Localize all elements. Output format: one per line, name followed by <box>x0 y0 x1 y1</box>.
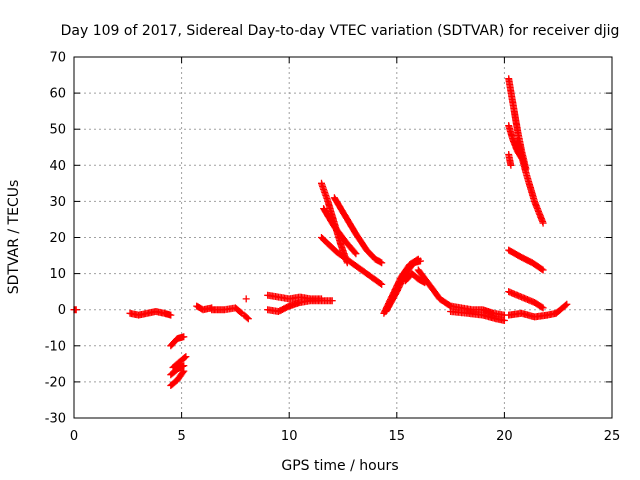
data-point-markers <box>167 367 188 389</box>
y-tick-label: 60 <box>49 87 66 102</box>
y-tick-label: 70 <box>49 51 66 66</box>
data-series-segment <box>330 194 386 267</box>
x-tick-label: 20 <box>496 429 513 444</box>
data-point-markers <box>264 297 336 315</box>
data-series-segment <box>167 367 188 389</box>
y-tick-label: -10 <box>45 339 66 354</box>
data-points <box>70 75 571 389</box>
data-series-segment <box>505 122 526 162</box>
data-point-markers <box>401 270 429 287</box>
x-axis-label: GPS time / hours <box>281 458 398 474</box>
data-series-segment <box>167 362 188 379</box>
axis-ticks: 0 5 10 15 20 25 -30 -20 -10 0 10 20 30 40 50 60 70 <box>45 51 621 445</box>
y-tick-label: -30 <box>45 412 66 427</box>
data-point-markers <box>505 151 515 169</box>
data-point-markers <box>193 302 216 314</box>
data-series-segment <box>320 205 360 258</box>
data-series-segment <box>167 333 188 350</box>
y-tick-label: 30 <box>49 195 66 210</box>
data-point-markers <box>505 246 547 274</box>
data-point-markers <box>169 353 190 371</box>
y-tick-label: -20 <box>45 375 66 390</box>
data-point-markers <box>167 362 188 379</box>
y-tick-label: 10 <box>49 267 66 282</box>
data-point-markers <box>242 295 250 303</box>
data-series-segment <box>208 304 246 317</box>
data-series-segment <box>505 246 547 274</box>
data-point-markers <box>505 122 526 162</box>
data-point-markers <box>126 308 175 319</box>
data-series-segment <box>447 302 508 319</box>
data-point-markers <box>167 333 188 350</box>
data-series-segment <box>505 151 515 169</box>
data-series-segment <box>505 288 547 312</box>
data-point-markers <box>318 234 386 288</box>
data-point-markers <box>447 308 508 324</box>
data-series-segment <box>318 234 386 288</box>
data-series-segment <box>447 308 508 324</box>
y-tick-label: 0 <box>58 303 66 318</box>
data-point-markers <box>552 300 571 317</box>
data-series-segment <box>169 353 190 371</box>
data-point-markers <box>414 266 455 310</box>
data-point-markers <box>240 311 252 323</box>
data-series-segment <box>126 308 175 319</box>
chart-title: Day 109 of 2017, Sidereal Day-to-day VTE… <box>61 23 620 39</box>
x-tick-label: 10 <box>281 429 298 444</box>
data-series-segment <box>240 311 252 323</box>
data-point-markers <box>330 194 386 267</box>
x-tick-label: 0 <box>70 429 78 444</box>
data-point-markers <box>320 205 360 258</box>
plot-frame <box>73 56 613 419</box>
y-tick-label: 50 <box>49 123 66 138</box>
data-point-markers <box>208 304 246 317</box>
y-axis-label: SDTVAR / TECUs <box>6 180 22 295</box>
data-point-markers <box>505 309 560 321</box>
x-tick-label: 25 <box>604 429 621 444</box>
data-series-segment <box>264 297 336 315</box>
x-tick-label: 5 <box>177 429 185 444</box>
data-series-segment <box>414 266 455 310</box>
data-series-segment <box>401 270 429 287</box>
data-series-segment <box>193 302 216 314</box>
data-series-segment <box>552 300 571 317</box>
data-point-markers <box>505 288 547 312</box>
data-series-segment <box>242 295 250 303</box>
y-tick-label: 40 <box>49 159 66 174</box>
x-tick-label: 15 <box>389 429 406 444</box>
data-point-markers <box>447 302 508 319</box>
data-series-segment <box>505 309 560 321</box>
y-tick-label: 20 <box>49 231 66 246</box>
